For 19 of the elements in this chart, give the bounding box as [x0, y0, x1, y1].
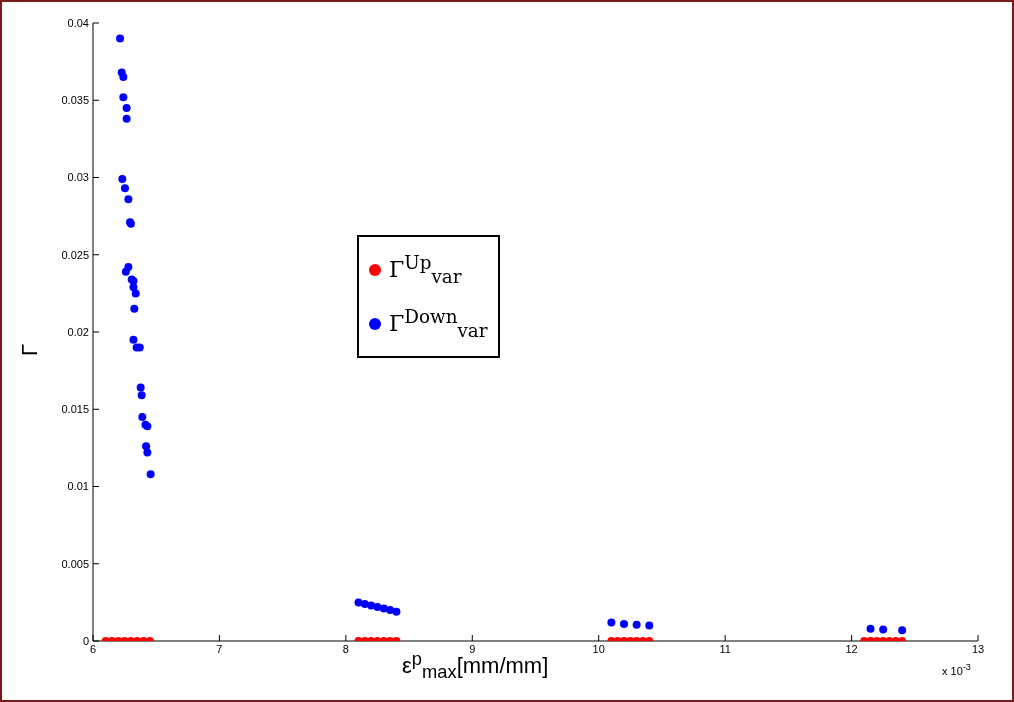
y-tick-label: 0.02 [67, 325, 89, 338]
y-tick-label: 0.005 [61, 557, 89, 570]
y-axis-title: Γ [17, 343, 43, 357]
y-tick-label: 0.04 [67, 16, 89, 29]
y-tick-label: 0.025 [61, 248, 89, 261]
x-tick-label: 6 [89, 642, 97, 655]
x-tick-label: 11 [719, 642, 731, 655]
x-tick-label: 9 [469, 642, 476, 655]
x-tick-label: 13 [971, 642, 985, 655]
x-tick-label: 12 [845, 642, 858, 655]
y-tick-label: 0 [82, 634, 89, 647]
x-tick-label: 8 [342, 642, 349, 655]
y-tick-label: 0.01 [67, 480, 89, 493]
text: x 10$^{-3}$ [942, 662, 971, 677]
y-tick-label: 0.03 [67, 171, 89, 184]
y-tick-label: 0.035 [61, 94, 89, 107]
y-tick-label: 0.015 [61, 403, 89, 416]
x-tick-label: 7 [216, 642, 223, 655]
x-tick-label: 10 [592, 642, 605, 655]
